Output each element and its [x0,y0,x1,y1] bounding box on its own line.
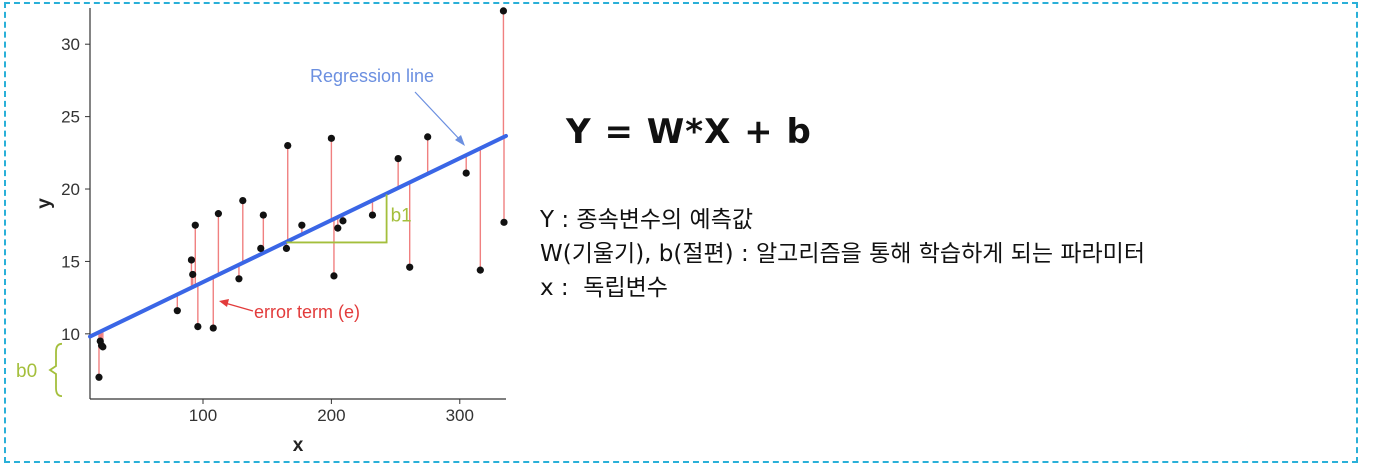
x-tick-label: 100 [189,406,217,425]
y-tick-label: 15 [61,252,80,271]
y-axis-title: y [34,198,55,209]
data-points [95,7,508,381]
data-point [209,324,217,332]
content-frame [4,2,1358,463]
x-tick-label: 200 [317,406,345,425]
regression-line [88,133,508,339]
x-axis-title: x [293,435,304,456]
y-tick-label: 25 [61,108,80,127]
regression-formula: Y = W*X + b [566,112,812,152]
y-tick-label: 10 [61,325,80,344]
residual-lines [98,10,505,378]
data-point [330,272,338,280]
data-point [394,155,402,163]
regression-line-label: Regression line [310,66,434,86]
data-point [284,141,292,150]
description-x: x : 독립변수 [540,275,668,301]
error-term-arrowhead [219,299,229,307]
data-point [368,211,377,219]
tick-labels: 10 15 20 25 30 100 200 300 [61,35,474,425]
slope-label: b1 [391,205,412,226]
data-point [99,343,107,351]
description-y: Y : 종속변수의 예측값 [540,207,754,233]
chart-annotations: Regression line error term (e) b1 b0 [16,66,465,398]
data-point [476,266,484,274]
data-point [194,322,202,331]
data-point [499,7,508,15]
y-tick-label: 20 [61,180,80,199]
regression-line-group [88,133,508,339]
data-point [189,270,197,279]
data-point [424,133,432,141]
chart-axes [89,8,506,400]
data-point [191,221,199,229]
data-point [187,256,196,264]
x-tick-label: 300 [446,406,474,425]
regression-label-arrowhead [455,135,465,146]
data-point [95,373,103,381]
data-point [298,221,306,229]
regression-chart: 10 15 20 25 30 100 200 300 Regression line error… [16,7,508,456]
data-point [462,169,470,177]
intercept-bracket [48,342,63,398]
data-point [259,211,267,219]
data-point [406,263,414,271]
data-point [334,224,342,232]
data-point [327,134,335,142]
data-point [173,307,181,315]
slope-triangle [286,194,388,244]
data-point [235,275,243,283]
intercept-label: b0 [16,361,37,382]
data-point [339,217,347,225]
data-point [282,244,291,252]
description-parameters: W(기울기), b(절편) : 알고리즘을 통해 학습하게 되는 파라미터 [540,241,1145,267]
data-point [500,218,508,226]
data-point [214,210,222,218]
y-tick-label: 30 [61,35,80,54]
data-point [257,244,265,252]
data-point [239,197,247,205]
regression-label-arrow [414,91,463,143]
error-term-label: error term (e) [254,302,360,322]
error-term-arrow [224,302,254,312]
